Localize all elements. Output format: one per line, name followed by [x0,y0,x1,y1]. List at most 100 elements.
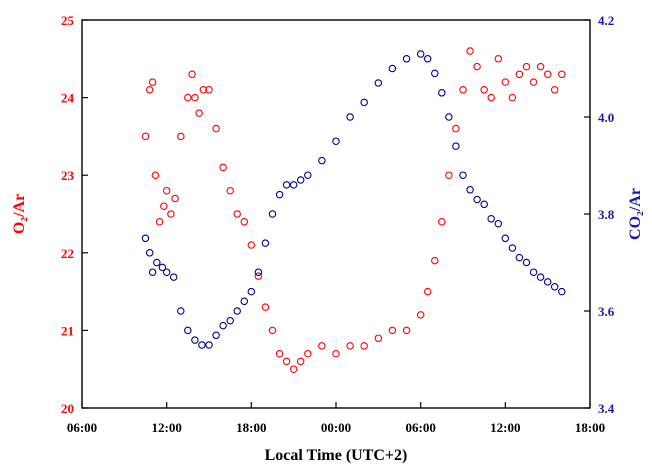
x-axis-title: Local Time (UTC+2) [265,447,408,464]
x-tick-label: 00:00 [321,420,351,435]
right-y-axis: 3.4 3.6 3.8 4.0 4.2 [584,13,615,416]
o2-ar-point [282,357,291,366]
o2-ar-point [151,171,160,179]
o2-ar-point [199,86,208,94]
o2-ar-point [145,86,154,94]
o2-ar-point [438,218,446,226]
co2-ar-point [494,219,503,228]
x-tick-label: 06:00 [405,420,435,435]
co2-ar-point [169,273,178,281]
co2-ar-point [191,336,199,344]
co2-ar-point [431,69,439,78]
o2-ar-point [374,334,383,342]
left-y-tick-label: 25 [61,13,75,28]
o2-ar-point [501,78,510,86]
o2-ar-point [261,303,270,311]
o2-ar-point [360,342,368,350]
o2-ar-point [188,70,196,79]
left-y-tick-label: 24 [61,91,75,106]
co2-ar-point [212,331,220,340]
co2-ar-point [402,55,411,63]
co2-ar-point [536,273,545,281]
co2-ar-point [289,181,298,189]
co2-ar-point [480,200,488,209]
co2-ar-point [205,341,213,349]
co2-ar-point [148,268,157,276]
o2-ar-point [522,62,531,71]
co2-ar-point [261,239,270,247]
o2-ar-point [155,218,164,226]
o2-ar-point [431,256,439,265]
co2-ar-point [282,181,291,189]
co2-ar-point [515,253,524,262]
left-y-axis: 20 21 22 23 24 25 [61,13,88,416]
co2-ar-point [543,278,552,286]
co2-ar-point [558,287,566,296]
o2-ar-point [240,218,249,226]
right-y-tick-label: 3.8 [598,207,615,222]
co2-ar-point [254,268,263,276]
o2-ar-point [318,342,326,350]
co2-ar-point [162,268,171,276]
co2-ar-point [360,98,368,107]
co2-ar-point [346,113,354,121]
x-tick-label: 12:00 [151,420,181,435]
o2-ar-point [177,132,185,141]
o2-ar-point [332,349,340,358]
o2-ar-point [233,210,241,218]
plot-frame [81,19,591,409]
o2-ar-point [494,55,503,63]
o2-ar-point [445,171,453,179]
o2-ar-point [247,241,256,249]
co2-ar-point [145,249,154,257]
co2-ar-point [466,186,474,194]
o2-ar-point [452,124,460,133]
right-y-tick-label: 3.6 [598,304,615,319]
left-y-tick-label: 22 [61,246,74,261]
o2-ar-point [543,70,552,79]
x-tick-label: 18:00 [236,420,266,435]
o2-ar-point [466,47,474,55]
x-tick-label: 12:00 [490,420,520,435]
co2-ar-point [501,234,510,243]
co2-ar-point [233,307,241,315]
o2-ar-point [141,132,150,141]
o2-ar-point [212,124,220,133]
co2-ar-series [141,50,566,349]
o2-ar-point [254,272,263,280]
co2-ar-point [226,316,234,325]
co2-ar-point [416,50,425,58]
co2-ar-point [304,171,312,179]
o2-ar-point [550,86,559,94]
o2-ar-point [402,326,411,335]
co2-ar-point [318,156,326,165]
co2-ar-point [459,171,467,179]
o2-ar-point [529,78,538,86]
co2-ar-point [332,137,340,145]
o2-ar-point [289,365,298,373]
co2-ar-point [198,341,206,349]
co2-ar-point [522,258,531,267]
o2-ar-point [423,287,432,296]
right-y-tick-label: 4.2 [598,13,614,28]
right-y-axis-title: CO₂/Ar [627,188,644,240]
o2-ar-point [160,202,168,210]
co2-ar-point [219,321,227,330]
o2-ar-point [388,326,397,335]
co2-ar-point [153,258,161,267]
o2-ar-series [141,47,566,373]
co2-ar-point [445,113,453,121]
co2-ar-point [438,89,446,97]
co2-ar-point [184,326,192,335]
co2-ar-point [473,195,481,204]
co2-ar-point [529,268,538,276]
o2-ar-point [558,70,566,79]
left-y-tick-label: 21 [61,323,74,338]
o2-ar-point [167,210,175,218]
o2-ar-point [162,186,171,195]
co2-ar-point [487,215,495,223]
co2-ar-point [240,297,249,306]
x-axis: 06:00 12:00 18:00 00:00 06:00 12:00 18:00 [67,402,605,435]
co2-ar-point [388,64,397,73]
o2-ar-point [480,86,488,94]
